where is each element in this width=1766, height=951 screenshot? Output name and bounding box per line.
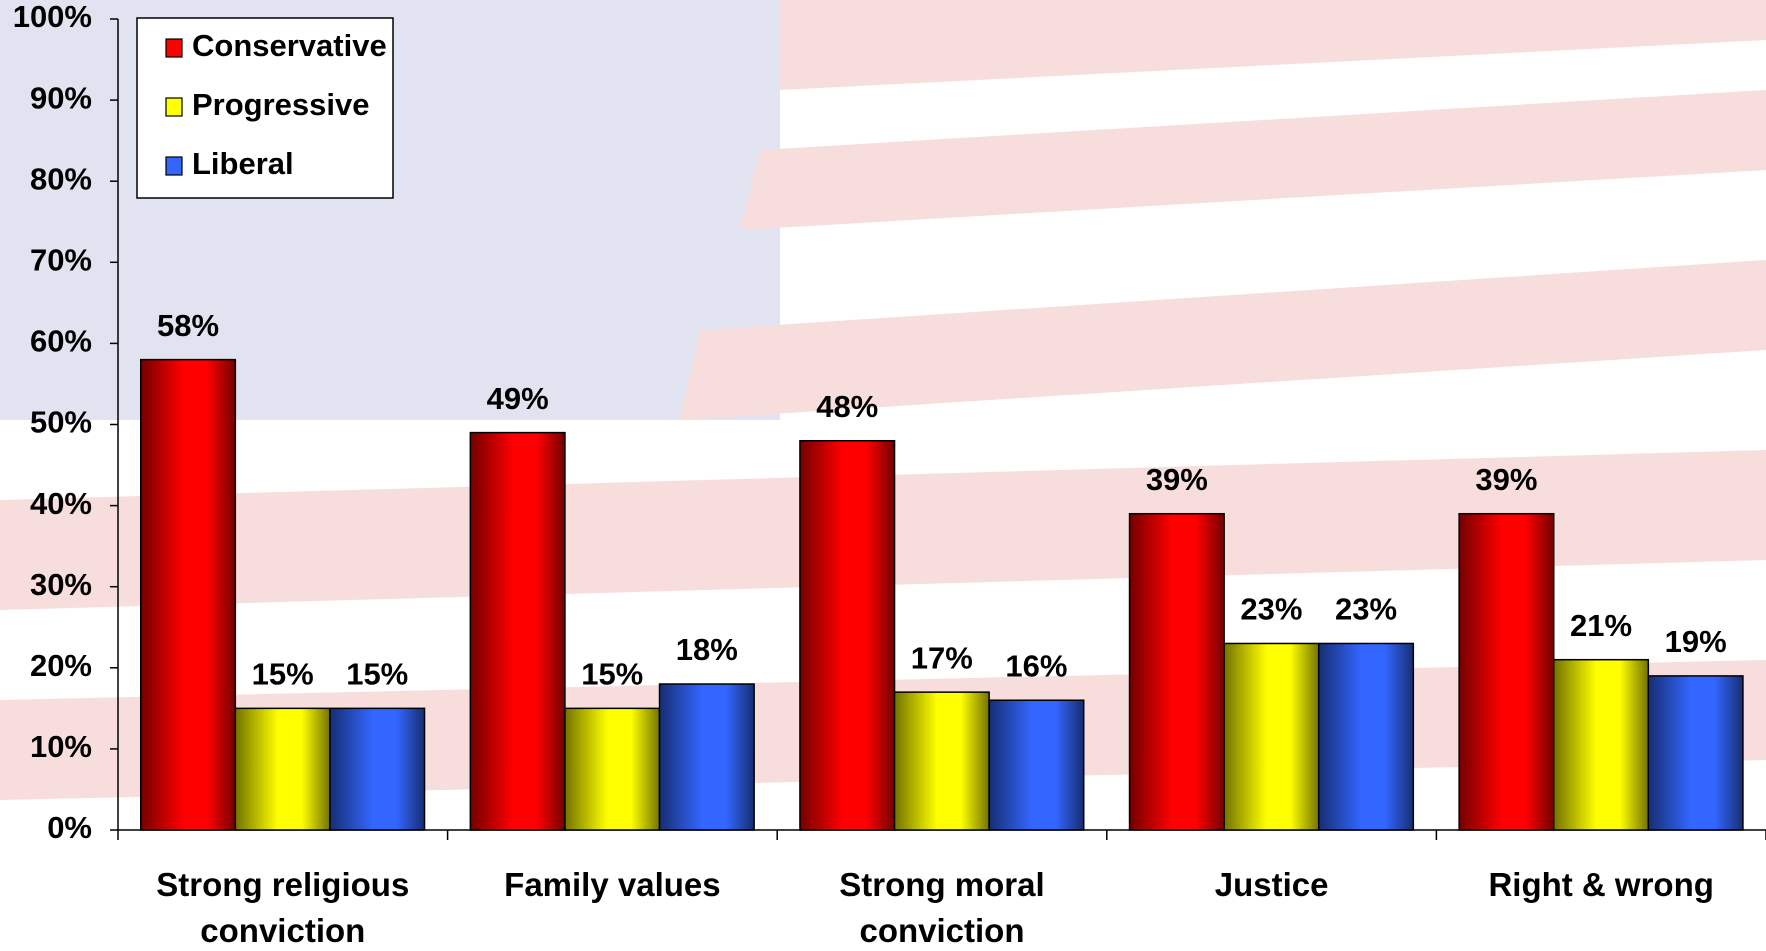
y-tick-label: 60%	[30, 324, 92, 359]
value-label: 39%	[1146, 462, 1208, 497]
value-label: 23%	[1335, 592, 1397, 627]
bar	[893, 691, 990, 831]
legend-label: Conservative	[192, 28, 387, 63]
legend-swatch	[165, 38, 183, 58]
bar	[1317, 642, 1415, 831]
bar	[329, 707, 426, 831]
value-label: 21%	[1570, 608, 1632, 643]
y-tick-label: 100%	[13, 0, 92, 34]
y-tick-label: 80%	[30, 161, 92, 196]
value-label: 15%	[346, 657, 408, 692]
x-tick-label: Strong religious conviction	[156, 866, 410, 949]
y-tick-label: 50%	[30, 405, 92, 440]
y-tick-label: 40%	[30, 486, 92, 521]
y-tick-label: 90%	[30, 80, 92, 115]
bar	[1647, 675, 1744, 831]
value-label: 15%	[581, 657, 643, 692]
value-label: 48%	[816, 389, 878, 424]
x-tick-label: Justice	[1214, 866, 1329, 903]
value-label: 16%	[1005, 648, 1067, 683]
y-tick-label: 20%	[30, 648, 92, 683]
y-tick-label: 0%	[47, 810, 92, 845]
value-label: 15%	[252, 657, 314, 692]
bar	[469, 431, 566, 831]
bar	[1223, 642, 1320, 831]
value-label: 19%	[1665, 624, 1727, 659]
value-label: 39%	[1475, 462, 1537, 497]
y-tick-label: 10%	[30, 729, 92, 764]
y-tick-label: 30%	[30, 567, 92, 602]
legend-swatch	[165, 156, 183, 176]
bar	[1458, 512, 1555, 831]
x-tick-label: Strong moral conviction	[839, 866, 1045, 949]
y-tick-label: 70%	[30, 242, 92, 277]
value-label: 58%	[157, 308, 219, 343]
bar	[1552, 658, 1650, 831]
bar	[234, 707, 331, 831]
value-label: 23%	[1240, 592, 1302, 627]
x-tick-label: Right & wrong	[1488, 866, 1714, 903]
bar	[988, 699, 1085, 831]
bar	[564, 707, 661, 831]
x-tick-label: Family values	[504, 866, 721, 903]
bar	[1128, 512, 1225, 831]
legend-label: Liberal	[192, 146, 294, 181]
legend-label: Progressive	[192, 87, 370, 122]
legend-swatch	[165, 97, 183, 117]
bar	[658, 683, 755, 831]
value-label: 18%	[676, 632, 738, 667]
value-label: 49%	[487, 381, 549, 416]
bar	[799, 439, 896, 831]
bar	[139, 358, 237, 831]
value-label: 17%	[911, 640, 973, 675]
